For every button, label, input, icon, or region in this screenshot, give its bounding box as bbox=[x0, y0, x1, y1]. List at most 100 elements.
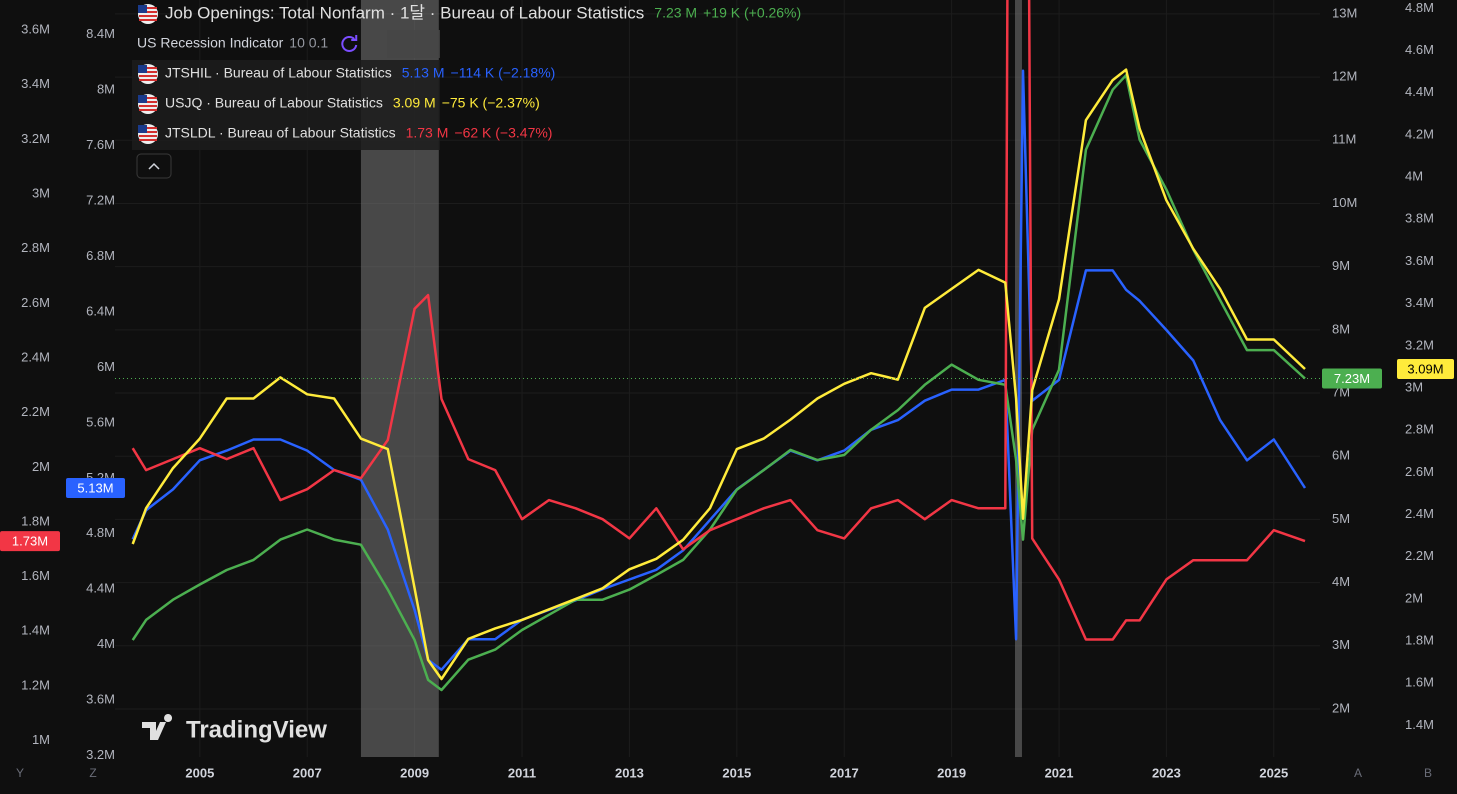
legend-change: +19 K (+0.26%) bbox=[703, 5, 801, 21]
series-lines bbox=[115, 0, 1320, 692]
y-tick-label: 7.2M bbox=[86, 192, 115, 207]
legend-name[interactable]: JTSHIL · Bureau of Labour Statistics bbox=[165, 65, 392, 81]
flag-stripe bbox=[139, 109, 157, 111]
y-tick-label: 4M bbox=[1332, 574, 1350, 589]
y-tick-label: 2.8M bbox=[21, 240, 50, 255]
y-tick-label: 1.4M bbox=[21, 623, 50, 638]
y-tick-label: 2M bbox=[1332, 700, 1350, 715]
y-tick-label: 6M bbox=[1332, 448, 1350, 463]
flag-canton bbox=[138, 125, 147, 133]
y-tick-label: 13M bbox=[1332, 5, 1357, 20]
y-tick-label: 1.6M bbox=[1405, 675, 1434, 690]
flag-stripe bbox=[139, 105, 157, 107]
y-tick-label: 4.8M bbox=[86, 525, 115, 540]
y-tick-label: 5M bbox=[1332, 511, 1350, 526]
y-tick-label: 3M bbox=[1332, 637, 1350, 652]
axis-button[interactable]: Z bbox=[89, 766, 96, 780]
watermark-logo bbox=[142, 714, 173, 740]
flag-canton bbox=[138, 65, 147, 73]
y-tick-label: 1.4M bbox=[1405, 717, 1434, 732]
flag-canton bbox=[138, 95, 147, 103]
last-value-label: 7.23M bbox=[1334, 371, 1370, 386]
watermark: TradingView bbox=[142, 714, 327, 743]
x-tick-label: 2005 bbox=[185, 765, 214, 780]
last-value-label: 3.09M bbox=[1407, 361, 1443, 376]
y-tick-label: 3.2M bbox=[21, 131, 50, 146]
y-tick-label: 1M bbox=[32, 732, 50, 747]
y-tick-label: 8M bbox=[97, 82, 115, 97]
flag-stripe bbox=[139, 67, 157, 69]
y-tick-label: 3M bbox=[32, 185, 50, 200]
axis-button[interactable]: A bbox=[1354, 766, 1362, 780]
flag-stripe bbox=[139, 135, 157, 137]
collapse-button[interactable] bbox=[136, 153, 172, 179]
legend-name[interactable]: JTSLDL · Bureau of Labour Statistics bbox=[165, 125, 396, 141]
y-tick-label: 2.6M bbox=[21, 295, 50, 310]
x-tick-label: 2011 bbox=[508, 765, 536, 780]
legend-name[interactable]: USJQ · Bureau of Labour Statistics bbox=[165, 95, 383, 111]
x-tick-label: 2007 bbox=[293, 765, 322, 780]
last-value-box bbox=[0, 531, 60, 552]
last-value-box bbox=[1322, 368, 1382, 389]
y-tick-label: 3.8M bbox=[1405, 211, 1434, 226]
x-tick-label: 2017 bbox=[830, 765, 859, 780]
legend-change: −75 K (−2.37%) bbox=[442, 95, 540, 111]
legend-name[interactable]: Job Openings: Total Nonfarm · 1달 · Burea… bbox=[165, 3, 644, 22]
y-tick-label: 7.6M bbox=[86, 137, 115, 152]
flag-stripe bbox=[139, 15, 157, 17]
last-value-box bbox=[66, 478, 125, 499]
y-tick-label: 9M bbox=[1332, 258, 1350, 273]
flag-stripe bbox=[139, 101, 157, 103]
legend: Job Openings: Total Nonfarm · 1달 · Burea… bbox=[132, 3, 801, 179]
axis-button[interactable]: B bbox=[1424, 766, 1432, 780]
y-tick-label: 3.2M bbox=[86, 747, 115, 762]
x-tick-label: 2009 bbox=[400, 765, 429, 780]
flag-stripe bbox=[139, 11, 157, 13]
y-tick-label: 3.6M bbox=[21, 21, 50, 36]
refresh-icon[interactable] bbox=[341, 35, 358, 52]
legend-background bbox=[387, 30, 440, 58]
flag-stripe bbox=[139, 19, 157, 21]
y-tick-label: 4.6M bbox=[1405, 42, 1434, 57]
y-tick-label: 1.8M bbox=[21, 513, 50, 528]
legend-value: 3.09 M bbox=[393, 95, 436, 111]
flag-icon bbox=[138, 4, 158, 24]
y-tick-label: 4.8M bbox=[1405, 0, 1434, 15]
y-tick-label: 2.8M bbox=[1405, 422, 1434, 437]
legend-value: 1.73 M bbox=[406, 125, 449, 141]
y-tick-label: 2.6M bbox=[1405, 464, 1434, 479]
y-tick-label: 3.6M bbox=[1405, 253, 1434, 268]
y-tick-label: 3.4M bbox=[1405, 295, 1434, 310]
y-tick-label: 11M bbox=[1332, 132, 1356, 147]
y-tick-label: 12M bbox=[1332, 69, 1357, 84]
flag-stripe bbox=[139, 79, 157, 81]
y-tick-label: 8M bbox=[1332, 321, 1350, 336]
axis-button[interactable]: Y bbox=[16, 766, 24, 780]
series-line bbox=[131, 68, 1306, 681]
y-tick-label: 4M bbox=[97, 636, 115, 651]
y-tick-label: 1.8M bbox=[1405, 632, 1434, 647]
legend-change: −114 K (−2.18%) bbox=[451, 65, 556, 81]
flag-stripe bbox=[139, 97, 157, 99]
series-line bbox=[131, 73, 1306, 692]
flag-stripe bbox=[139, 7, 157, 9]
last-value-box bbox=[1397, 359, 1454, 380]
legend-value: 5.13 M bbox=[402, 65, 445, 81]
recession-legend-params: 10 0.1 bbox=[289, 35, 328, 51]
flag-stripe bbox=[139, 75, 157, 77]
x-tick-label: 2025 bbox=[1259, 765, 1288, 780]
recession-legend-name[interactable]: US Recession Indicator bbox=[137, 35, 284, 51]
y-tick-label: 6.4M bbox=[86, 303, 115, 318]
y-tick-label: 2.2M bbox=[1405, 548, 1434, 563]
y-tick-label: 2M bbox=[32, 459, 50, 474]
last-value-label: 1.73M bbox=[12, 534, 48, 549]
y-tick-label: 1.6M bbox=[21, 568, 50, 583]
flag-stripe bbox=[139, 131, 157, 133]
y-tick-label: 2M bbox=[1405, 590, 1423, 605]
y-tick-label: 4.4M bbox=[1405, 84, 1434, 99]
legend-change: −62 K (−3.47%) bbox=[454, 125, 552, 141]
collapse-icon bbox=[148, 162, 160, 170]
